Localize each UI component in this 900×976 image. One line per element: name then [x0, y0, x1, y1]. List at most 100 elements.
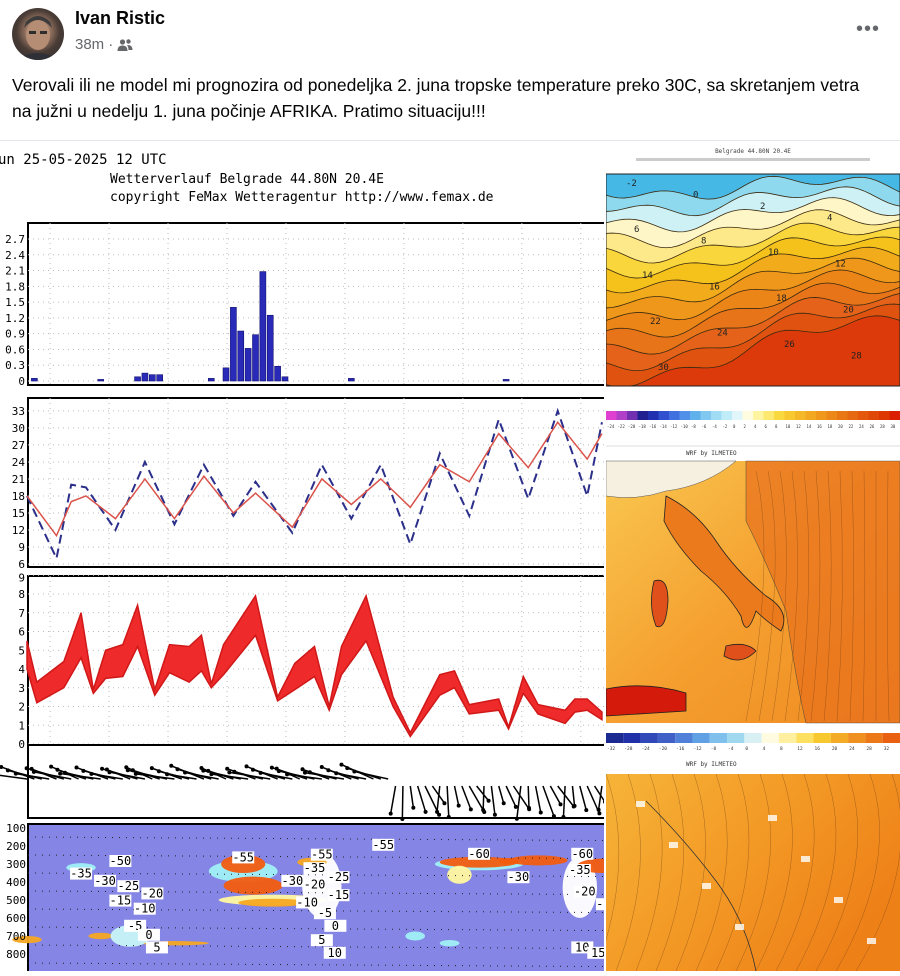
- contour-label-group: -15: [327, 888, 349, 902]
- wind-barb-tip: [285, 772, 289, 776]
- y-tick-label: 400: [6, 876, 26, 889]
- colorbar-swatch: [858, 411, 869, 420]
- colorbar-tick: 4: [763, 746, 766, 752]
- colorbar-tick: 0: [733, 424, 736, 429]
- contour-label: -60: [571, 847, 593, 861]
- colorbar-swatch: [675, 733, 692, 743]
- station-label: [669, 842, 678, 848]
- contour-label: -35: [70, 867, 92, 881]
- forecast-maps: Belgrade 44.80N 20.4E -20246810121416182…: [606, 141, 900, 971]
- precip-bar: [135, 377, 141, 381]
- y-tick-label: 0.9: [5, 328, 25, 341]
- cross-section-blob: [440, 940, 460, 946]
- wind-barb-tip: [75, 766, 79, 770]
- colorbar-tick: -32: [607, 746, 615, 752]
- meteogram-run: un 25-05-2025 12 UTC: [0, 152, 167, 168]
- contour-label: 6: [634, 225, 639, 235]
- meteogram: un 25-05-2025 12 UTC Wetterverlauf Belgr…: [0, 141, 604, 971]
- colorbar-swatch: [848, 411, 859, 420]
- colorbar-swatch: [879, 411, 890, 420]
- wind-barb-tip: [303, 771, 307, 775]
- y-tick-label: 700: [6, 930, 26, 943]
- colorbar-swatch: [641, 733, 658, 743]
- wind-barb: [528, 786, 529, 808]
- y-tick-label: 2: [18, 701, 25, 714]
- precip-bar: [157, 375, 163, 381]
- wind-barb-tip: [469, 807, 473, 811]
- colorbar-tick: -20: [628, 424, 636, 429]
- contour-label: -30: [282, 874, 304, 888]
- precip-bar: [245, 348, 251, 381]
- y-tick-label: 0: [18, 738, 25, 751]
- avatar[interactable]: [12, 8, 64, 60]
- colorbar-tick: 32: [884, 746, 890, 752]
- contour-label: -20: [304, 877, 326, 891]
- wind-barb-tip: [559, 802, 563, 806]
- y-tick-label: 7: [18, 607, 25, 620]
- colorbar-tick: -8: [691, 424, 696, 429]
- contour-label: -25: [118, 879, 140, 893]
- colorbar-tick: 8: [775, 424, 778, 429]
- precip-bar: [31, 378, 37, 381]
- colorbar-tick: -16: [676, 746, 684, 752]
- wind-barb-tip: [411, 806, 415, 810]
- meta-separator: ·: [108, 36, 113, 53]
- 850hpa-temperature-map: [606, 774, 900, 971]
- more-options-button[interactable]: •••: [856, 18, 880, 41]
- colorbar-tick: -4: [728, 746, 734, 752]
- wind-barb-tip: [49, 765, 53, 769]
- y-tick-label: 300: [6, 858, 26, 871]
- colorbar-swatch: [659, 411, 670, 420]
- wind-barb-tip: [225, 767, 229, 771]
- wind-barb-tip: [251, 768, 255, 772]
- y-tick-label: 3: [18, 682, 25, 695]
- contour-label: 22: [650, 317, 661, 327]
- wind-barb-tip: [14, 772, 18, 776]
- colorbar-swatch: [658, 733, 675, 743]
- wind-barb-tip: [561, 815, 565, 819]
- contour-label: -20: [574, 885, 596, 899]
- avatar-photo: [12, 8, 64, 60]
- colorbar-swatch: [795, 411, 806, 420]
- colorbar-tick: 24: [849, 746, 855, 752]
- contour-label-group: 10: [324, 946, 346, 960]
- contour-label-group: -55: [372, 838, 394, 852]
- wind-barb-tip: [0, 765, 3, 769]
- meteogram-image[interactable]: un 25-05-2025 12 UTC Wetterverlauf Belgr…: [0, 141, 604, 971]
- y-tick-label: 1: [18, 719, 25, 732]
- colorbar-swatch: [848, 733, 865, 743]
- contour-label: -55: [232, 850, 254, 864]
- contour-label-group: -60: [468, 847, 490, 861]
- colorbar-swatch: [796, 733, 813, 743]
- y-tick-label: 33: [12, 405, 25, 418]
- contour-label-group: -20: [141, 886, 163, 900]
- wind-barb-tip: [447, 815, 451, 819]
- colorbar-tick: 12: [797, 746, 803, 752]
- contour-label-group: 15: [587, 946, 604, 960]
- cross-section-header: Belgrade 44.80N 20.4E: [715, 148, 791, 155]
- map1-source: WRF by ILMETEO: [686, 450, 737, 457]
- colorbar-tick: -28: [624, 746, 632, 752]
- y-tick-label: 600: [6, 912, 26, 925]
- y-tick-label: 9: [18, 541, 25, 554]
- contour-label: 30: [658, 363, 669, 373]
- wind-barb-tip: [6, 768, 10, 772]
- wind-barb-tip: [352, 769, 356, 773]
- friends-icon[interactable]: [117, 38, 133, 52]
- cross-section-subtitle: [636, 158, 870, 161]
- precip-frame: [28, 223, 604, 385]
- wind-barb-tip: [245, 764, 249, 768]
- wind-barb-tip: [457, 804, 461, 808]
- post-meta: 38m ·: [75, 36, 133, 53]
- post-media[interactable]: un 25-05-2025 12 UTC Wetterverlauf Belgr…: [0, 140, 900, 971]
- contour-label: 18: [776, 294, 787, 304]
- wind-barb: [483, 786, 484, 810]
- contour-label: 5: [153, 940, 160, 954]
- author-name[interactable]: Ivan Ristic: [75, 8, 165, 29]
- y-tick-label: 1.5: [5, 296, 25, 309]
- post-time[interactable]: 38m: [75, 36, 104, 53]
- colorbar-swatch: [764, 411, 775, 420]
- contour-label: -15: [110, 894, 132, 908]
